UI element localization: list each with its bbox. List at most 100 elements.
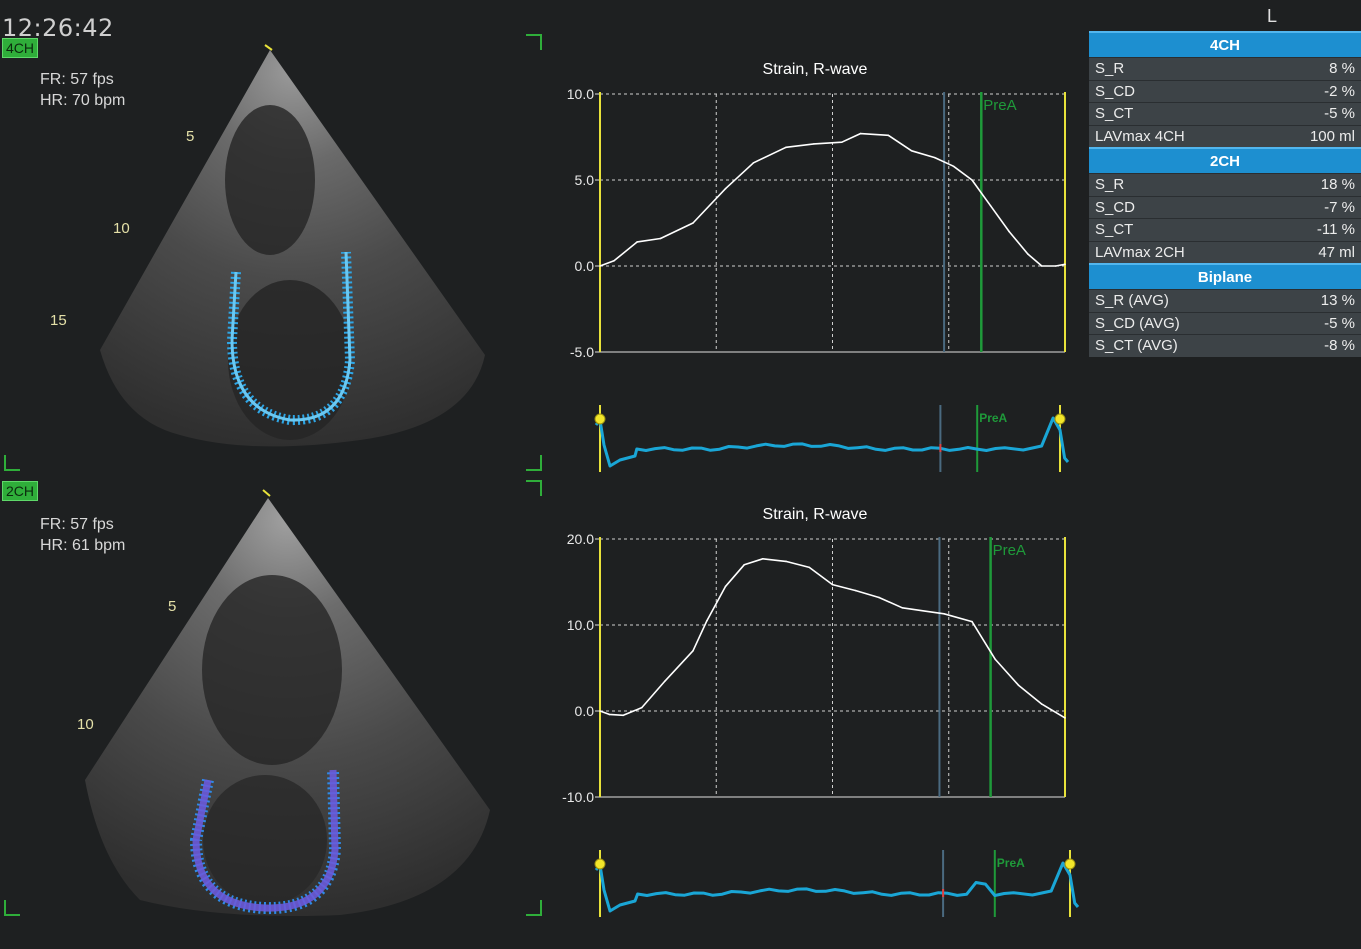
ecg-strip-2ch[interactable]: PreA: [590, 845, 1080, 923]
strain-point: [599, 710, 601, 712]
row-value: 47 ml: [1318, 243, 1355, 261]
view-tag-4ch[interactable]: 4CH: [2, 38, 39, 58]
ecg-strip-4ch[interactable]: PreA: [590, 400, 1070, 478]
frame-corner-bl: [4, 455, 20, 471]
row-label: S_CD: [1095, 198, 1136, 216]
strain-point: [724, 187, 727, 190]
row-value: -11 %: [1316, 221, 1355, 238]
orientation-marker: L: [1267, 6, 1278, 26]
strain-point: [831, 583, 834, 586]
measurement-row[interactable]: S_CT -5 %: [1089, 102, 1361, 125]
frame-corner-tr: [526, 34, 542, 50]
ecg-prea-label: PreA: [997, 856, 1025, 870]
depth-tick: [264, 44, 273, 51]
y-tick-label: 0.0: [575, 258, 595, 274]
chart-title: Strain, R-wave: [762, 506, 868, 523]
prea-label: PreA: [983, 97, 1016, 114]
strain-point: [743, 564, 745, 566]
measurement-row[interactable]: S_CD -7 %: [1089, 195, 1361, 218]
strain-point: [808, 566, 811, 569]
depth-mark-5: 5: [186, 128, 195, 145]
measurement-row[interactable]: S_CD (AVG) -5 %: [1089, 311, 1361, 334]
row-label: S_CT (AVG): [1095, 337, 1178, 354]
strain-point: [659, 237, 662, 240]
strain-point: [1008, 230, 1010, 233]
frame-corner-bl: [4, 900, 20, 916]
row-label: S_CT: [1095, 105, 1134, 122]
strain-point: [752, 162, 755, 164]
ecg-prea-label: PreA: [979, 411, 1007, 425]
atrium-cavity: [225, 105, 315, 255]
clock-time: 12:26:42: [2, 14, 114, 42]
row-label: S_R: [1095, 176, 1125, 193]
echo-image-2ch[interactable]: [0, 480, 540, 920]
prea-label: PreA: [993, 542, 1026, 559]
strain-point: [859, 132, 862, 135]
measurement-row[interactable]: S_R 8 %: [1089, 57, 1361, 80]
strain-point: [878, 596, 880, 599]
row-value: -2 %: [1324, 82, 1355, 100]
y-tick-label: -10.0: [562, 789, 594, 805]
strain-point: [785, 560, 787, 563]
strain-point: [971, 620, 973, 623]
measurement-row[interactable]: S_CT (AVG) -8 %: [1089, 334, 1361, 357]
panel-section-4ch: 4CH S_R 8 % S_CD -2 % S_CT -5 % LAVmax 4CH 1…: [1089, 31, 1361, 147]
row-value: 100 ml: [1309, 127, 1355, 145]
ventricle-cavity: [228, 280, 352, 440]
frame-handle: [1064, 858, 1076, 870]
row-label: S_CT: [1095, 221, 1134, 238]
measurement-row[interactable]: S_CT -11 %: [1089, 218, 1361, 241]
row-value: -7 %: [1324, 198, 1355, 216]
heart-rate-label: HR: 70 bpm: [40, 92, 126, 109]
atrium-cavity: [202, 575, 342, 765]
strain-point: [887, 134, 890, 137]
frame-handle: [594, 858, 606, 870]
panel-section-biplane: Biplane S_R (AVG) 13 % S_CD (AVG) -5 % S_C…: [1089, 263, 1361, 357]
strain-chart-4ch[interactable]: 10.0 5.0 0.0 -5.0 PreA: [540, 80, 1080, 370]
row-value: 18 %: [1320, 176, 1355, 193]
echo-image-4ch[interactable]: [0, 30, 540, 470]
view-info-2ch: FR: 57 fps HR: 61 bpm: [40, 514, 125, 556]
row-label: S_R: [1095, 60, 1125, 77]
frame-rate-label: FR: 57 fps: [40, 516, 114, 533]
strain-point: [761, 557, 764, 560]
row-label: LAVmax 2CH: [1095, 243, 1185, 261]
measurement-row[interactable]: LAVmax 2CH 47 ml: [1089, 240, 1361, 263]
y-tick-label: 10.0: [567, 86, 594, 102]
row-label: S_CD (AVG): [1095, 314, 1180, 332]
measurement-row[interactable]: S_R 18 %: [1089, 173, 1361, 196]
lv-tracing-core: [192, 769, 339, 912]
chart-title: Strain, R-wave: [762, 61, 868, 78]
strain-point: [622, 714, 625, 717]
view-info-4ch: FR: 57 fps HR: 70 bpm: [40, 69, 125, 111]
strain-point: [1027, 253, 1029, 255]
measurement-row[interactable]: S_R (AVG) 13 %: [1089, 289, 1361, 312]
section-header[interactable]: 2CH: [1089, 147, 1361, 173]
row-value: 13 %: [1320, 292, 1355, 309]
ecg-trace: [594, 861, 1080, 913]
measurement-row[interactable]: LAVmax 4CH 100 ml: [1089, 124, 1361, 147]
strain-point: [608, 713, 611, 716]
strain-point: [706, 619, 708, 622]
ultrasound-sector: [100, 50, 485, 447]
measurement-row[interactable]: S_CD -2 %: [1089, 79, 1361, 102]
frame-corner-br: [526, 455, 542, 471]
row-value: -5 %: [1324, 314, 1355, 332]
strain-point: [813, 143, 815, 145]
section-header[interactable]: 4CH: [1089, 31, 1361, 57]
ecg-trace: [594, 416, 1070, 468]
strain-point: [1040, 703, 1043, 705]
row-value: 8 %: [1329, 60, 1355, 77]
strain-point: [989, 205, 992, 207]
strain-point: [636, 241, 638, 243]
frame-corner-tr: [526, 480, 542, 496]
strain-chart-2ch[interactable]: 20.0 10.0 0.0 -10.0 PreA: [540, 525, 1080, 815]
frame-rate-label: FR: 57 fps: [40, 71, 114, 88]
strain-point: [664, 680, 666, 682]
depth-mark-15: 15: [50, 312, 67, 329]
section-header[interactable]: Biplane: [1089, 263, 1361, 289]
frame-handle: [1054, 413, 1066, 425]
strain-point: [943, 613, 945, 615]
row-label: S_R (AVG): [1095, 292, 1169, 309]
view-tag-2ch[interactable]: 2CH: [2, 481, 39, 501]
